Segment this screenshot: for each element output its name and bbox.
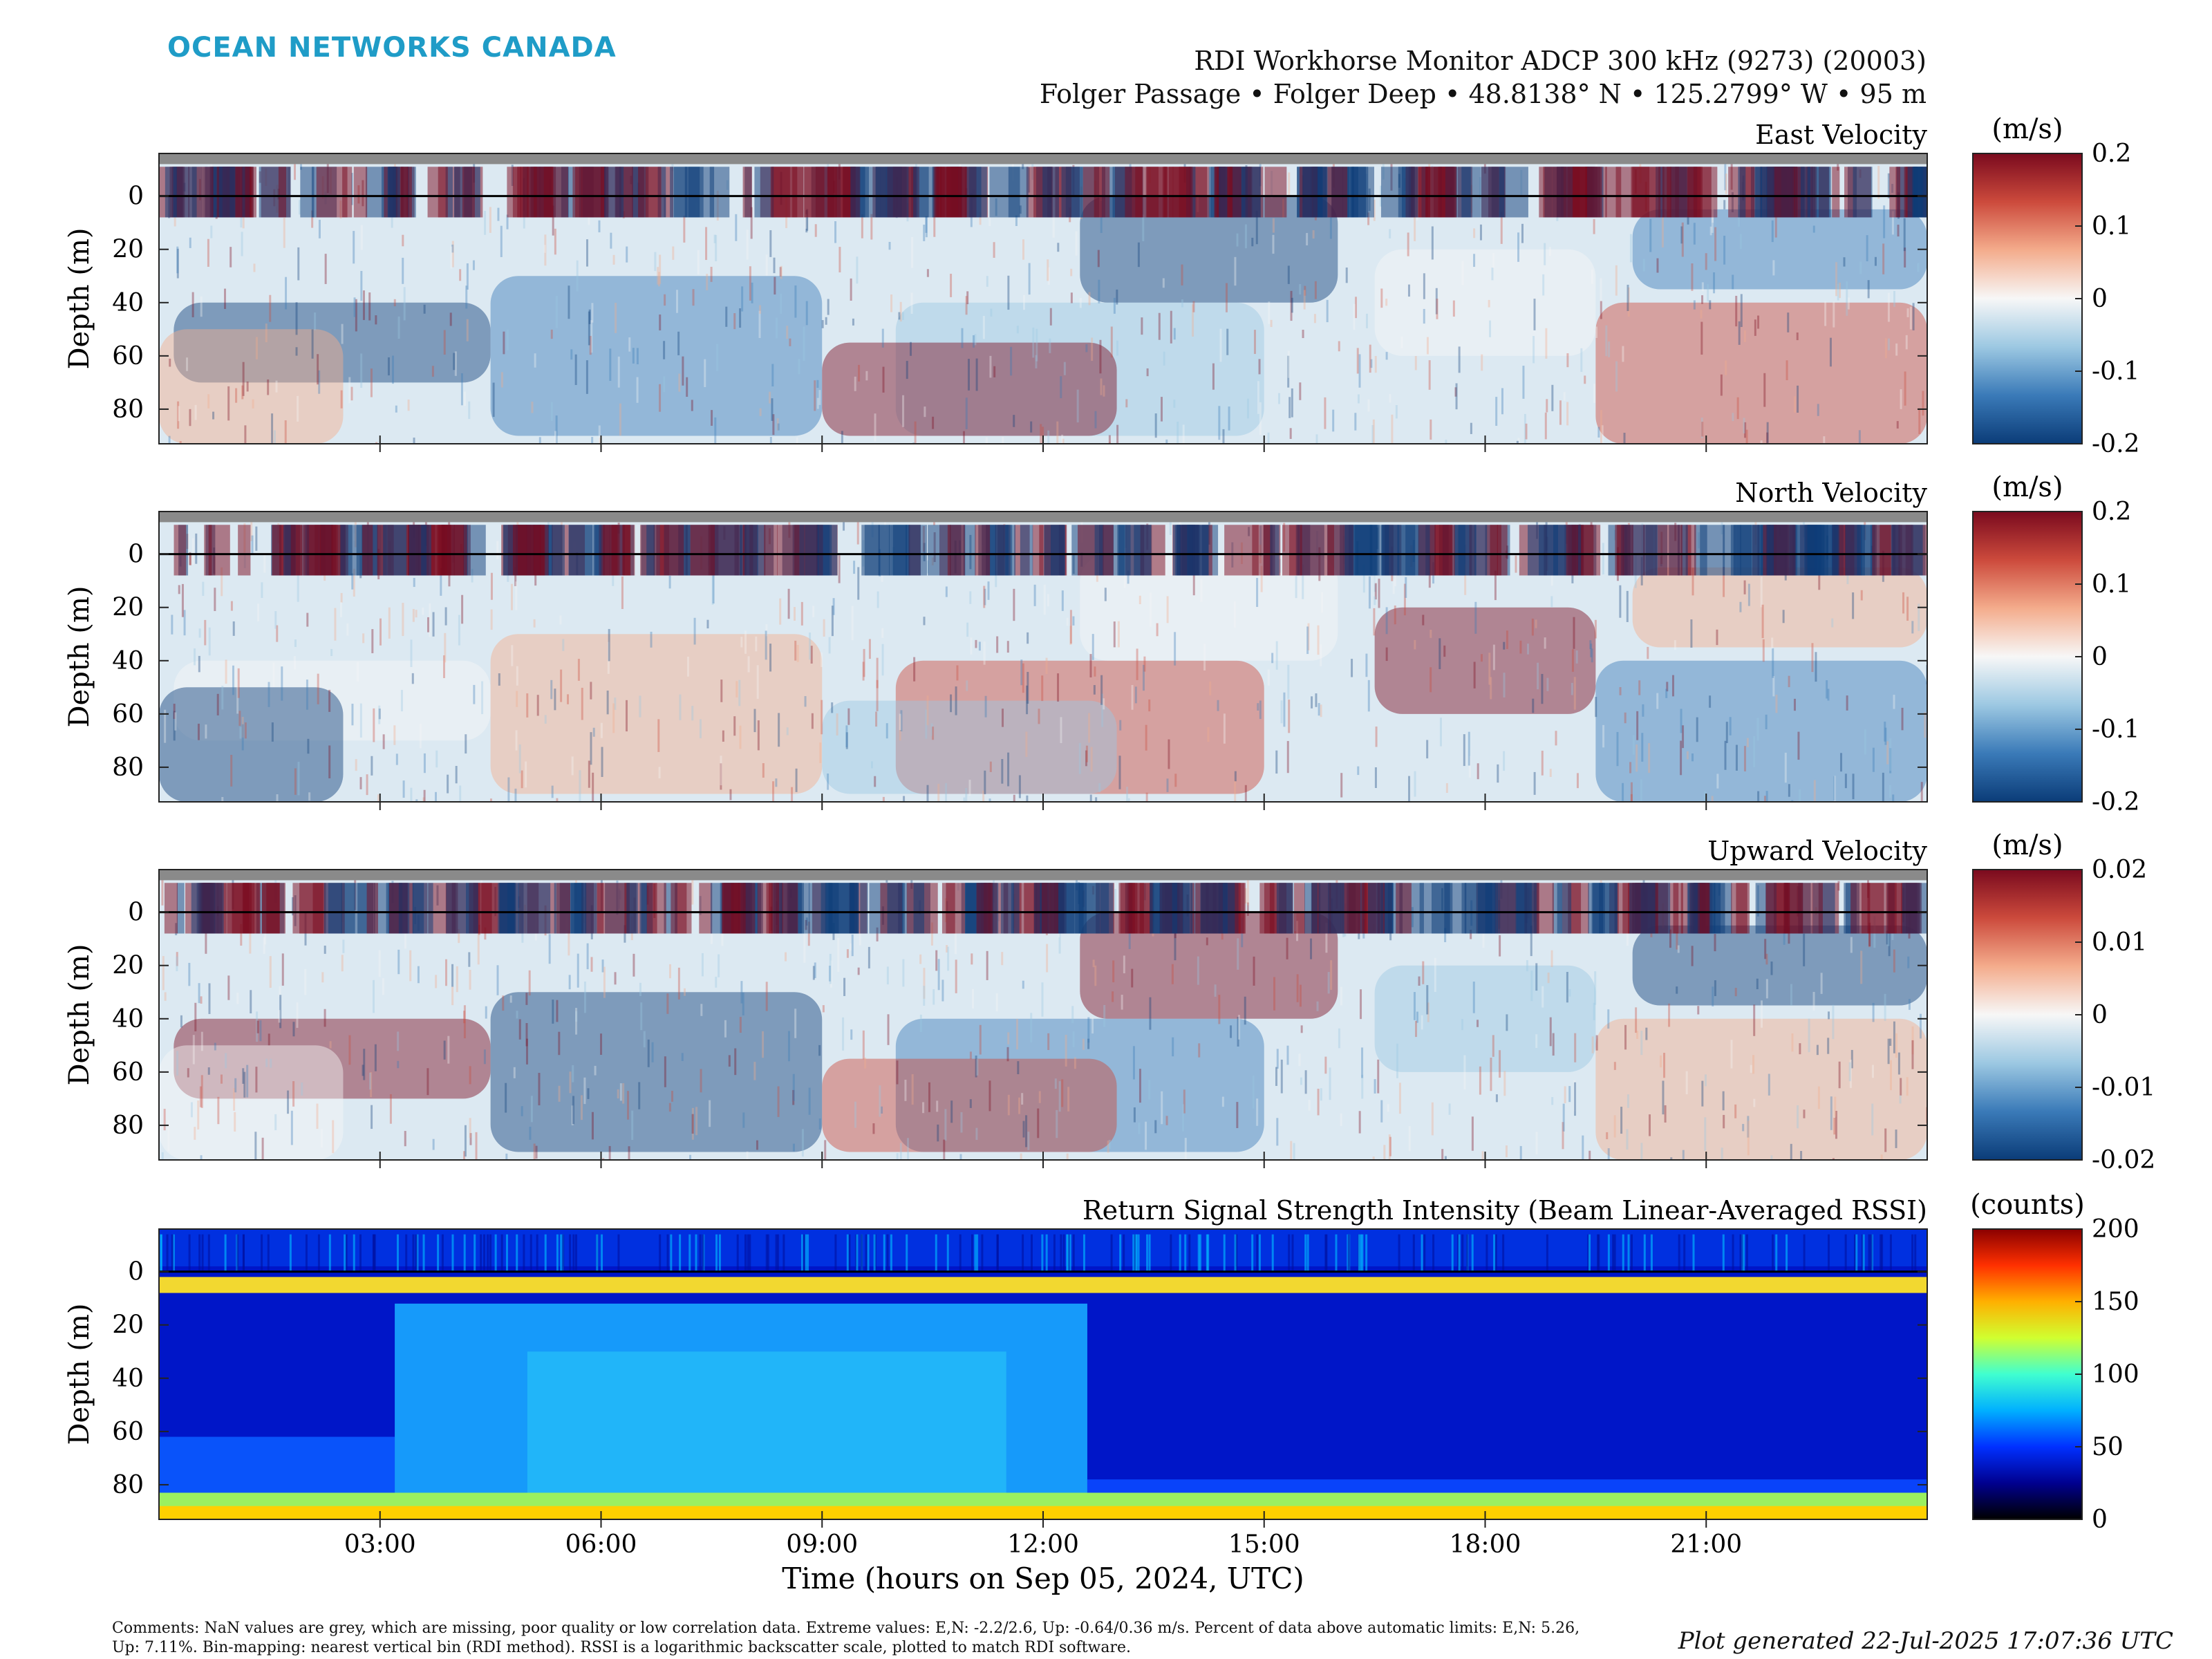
y-tick-label: 20 xyxy=(112,594,144,622)
y-tick-label: 60 xyxy=(112,1058,144,1087)
colorbar-tick-label: 200 xyxy=(2092,1215,2139,1244)
heatmap-field xyxy=(159,512,1927,802)
comments-footnote: Comments: NaN values are grey, which are… xyxy=(112,1620,1580,1656)
panel-title: East Velocity xyxy=(1755,120,1927,150)
colorbar-tick-label: 0 xyxy=(2092,1001,2108,1029)
colorbar-tick-label: 0.1 xyxy=(2092,212,2131,241)
panel-4: 0 20 40 60 80 Depth (m) 03:00 06:00 09:00 12:00 15… xyxy=(64,1189,2139,1595)
rssi-region-3 xyxy=(527,1351,1006,1519)
colorbar-label: (counts) xyxy=(1970,1189,2085,1221)
heatmap-field xyxy=(159,153,1927,444)
y-tick-label: 0 xyxy=(128,541,144,569)
panel-2: 0 20 40 60 80 Depth (m) North Velocity (m/s) 0.2… xyxy=(64,471,2139,816)
x-tick-label: 21:00 xyxy=(1670,1530,1742,1559)
y-tick-label: 60 xyxy=(112,700,144,729)
colorbar-tick-label: 100 xyxy=(2092,1360,2139,1389)
y-tick-label: 0 xyxy=(128,1258,144,1286)
colorbar-tick-label: 0.2 xyxy=(2092,498,2131,526)
plot-generated-timestamp: Plot generated 22-Jul-2025 17:07:36 UTC xyxy=(1678,1627,2173,1655)
y-tick-label: 40 xyxy=(112,1005,144,1033)
y-axis-label: Depth (m) xyxy=(64,1303,95,1445)
x-tick-label: 03:00 xyxy=(344,1530,416,1559)
x-tick-label: 09:00 xyxy=(786,1530,858,1559)
y-tick-label: 0 xyxy=(128,182,144,211)
colorbar-tick-label: 0.02 xyxy=(2092,856,2147,884)
colorbar-tick-label: -0.2 xyxy=(2092,430,2139,458)
x-tick-label: 12:00 xyxy=(1007,1530,1079,1559)
colorbar-tick-label: 0 xyxy=(2092,1506,2108,1534)
nan-band xyxy=(159,153,1927,165)
heatmap-field xyxy=(159,870,1927,1160)
y-tick-label: 60 xyxy=(112,1418,144,1446)
nan-band xyxy=(159,870,1927,881)
x-tick-label: 18:00 xyxy=(1450,1530,1521,1559)
panel-3: 0 20 40 60 80 Depth (m) Upward Velocity (m/s) 0.… xyxy=(64,830,2155,1174)
y-axis-label: Depth (m) xyxy=(64,585,95,727)
y-tick-label: 80 xyxy=(112,1112,144,1140)
y-axis-label: Depth (m) xyxy=(64,227,95,369)
colorbar xyxy=(1972,869,2083,1161)
colorbar-tick-label: 150 xyxy=(2092,1288,2139,1316)
colorbar-label: (m/s) xyxy=(1991,830,2063,861)
y-axis-label: Depth (m) xyxy=(64,944,95,1085)
brand-logo: OCEAN NETWORKS CANADA xyxy=(167,32,617,64)
panel-1: 0 20 40 60 80 Depth (m) East Velocity (m/s) 0.2 0… xyxy=(64,113,2139,458)
heatmap-field xyxy=(159,1229,1927,1519)
colorbar xyxy=(1972,153,2083,444)
colorbar-tick-label: -0.02 xyxy=(2092,1146,2155,1174)
x-axis-label: Time (hours on Sep 05, 2024, UTC) xyxy=(782,1562,1304,1595)
y-tick-label: 0 xyxy=(128,899,144,927)
instrument-title: RDI Workhorse Monitor ADCP 300 kHz (9273… xyxy=(1194,46,1927,76)
colorbar-label: (m/s) xyxy=(1991,471,2063,503)
colorbar-tick-label: 50 xyxy=(2092,1433,2124,1461)
colorbar xyxy=(1972,1228,2083,1520)
y-tick-label: 80 xyxy=(112,753,144,782)
y-tick-label: 40 xyxy=(112,647,144,675)
y-tick-label: 80 xyxy=(112,395,144,424)
panel-title: North Velocity xyxy=(1735,478,1927,508)
x-tick-label: 15:00 xyxy=(1228,1530,1300,1559)
y-tick-label: 20 xyxy=(112,236,144,264)
colorbar xyxy=(1972,511,2083,803)
y-tick-label: 80 xyxy=(112,1471,144,1499)
y-tick-label: 40 xyxy=(112,289,144,317)
nan-band xyxy=(159,512,1927,523)
colorbar-tick-label: 0.01 xyxy=(2092,928,2147,957)
location-subtitle: Folger Passage • Folger Deep • 48.8138° … xyxy=(1039,79,1927,109)
y-tick-label: 20 xyxy=(112,952,144,980)
y-tick-label: 60 xyxy=(112,342,144,371)
rssi-near-surface-band xyxy=(159,1277,1927,1293)
y-tick-label: 20 xyxy=(112,1311,144,1340)
x-tick-label: 06:00 xyxy=(565,1530,637,1559)
colorbar-tick-label: 0.1 xyxy=(2092,570,2131,599)
colorbar-tick-label: 0.2 xyxy=(2092,140,2131,168)
colorbar-tick-label: -0.1 xyxy=(2092,715,2139,744)
colorbar-tick-label: -0.01 xyxy=(2092,1074,2155,1102)
colorbar-tick-label: -0.1 xyxy=(2092,357,2139,386)
panel-title: Upward Velocity xyxy=(1707,836,1927,866)
colorbar-tick-label: 0 xyxy=(2092,285,2108,313)
panel-title: Return Signal Strength Intensity (Beam L… xyxy=(1082,1195,1927,1226)
y-tick-label: 40 xyxy=(112,1365,144,1393)
colorbar-tick-label: 0 xyxy=(2092,643,2108,671)
colorbar-tick-label: -0.2 xyxy=(2092,788,2139,816)
colorbar-label: (m/s) xyxy=(1991,113,2063,145)
